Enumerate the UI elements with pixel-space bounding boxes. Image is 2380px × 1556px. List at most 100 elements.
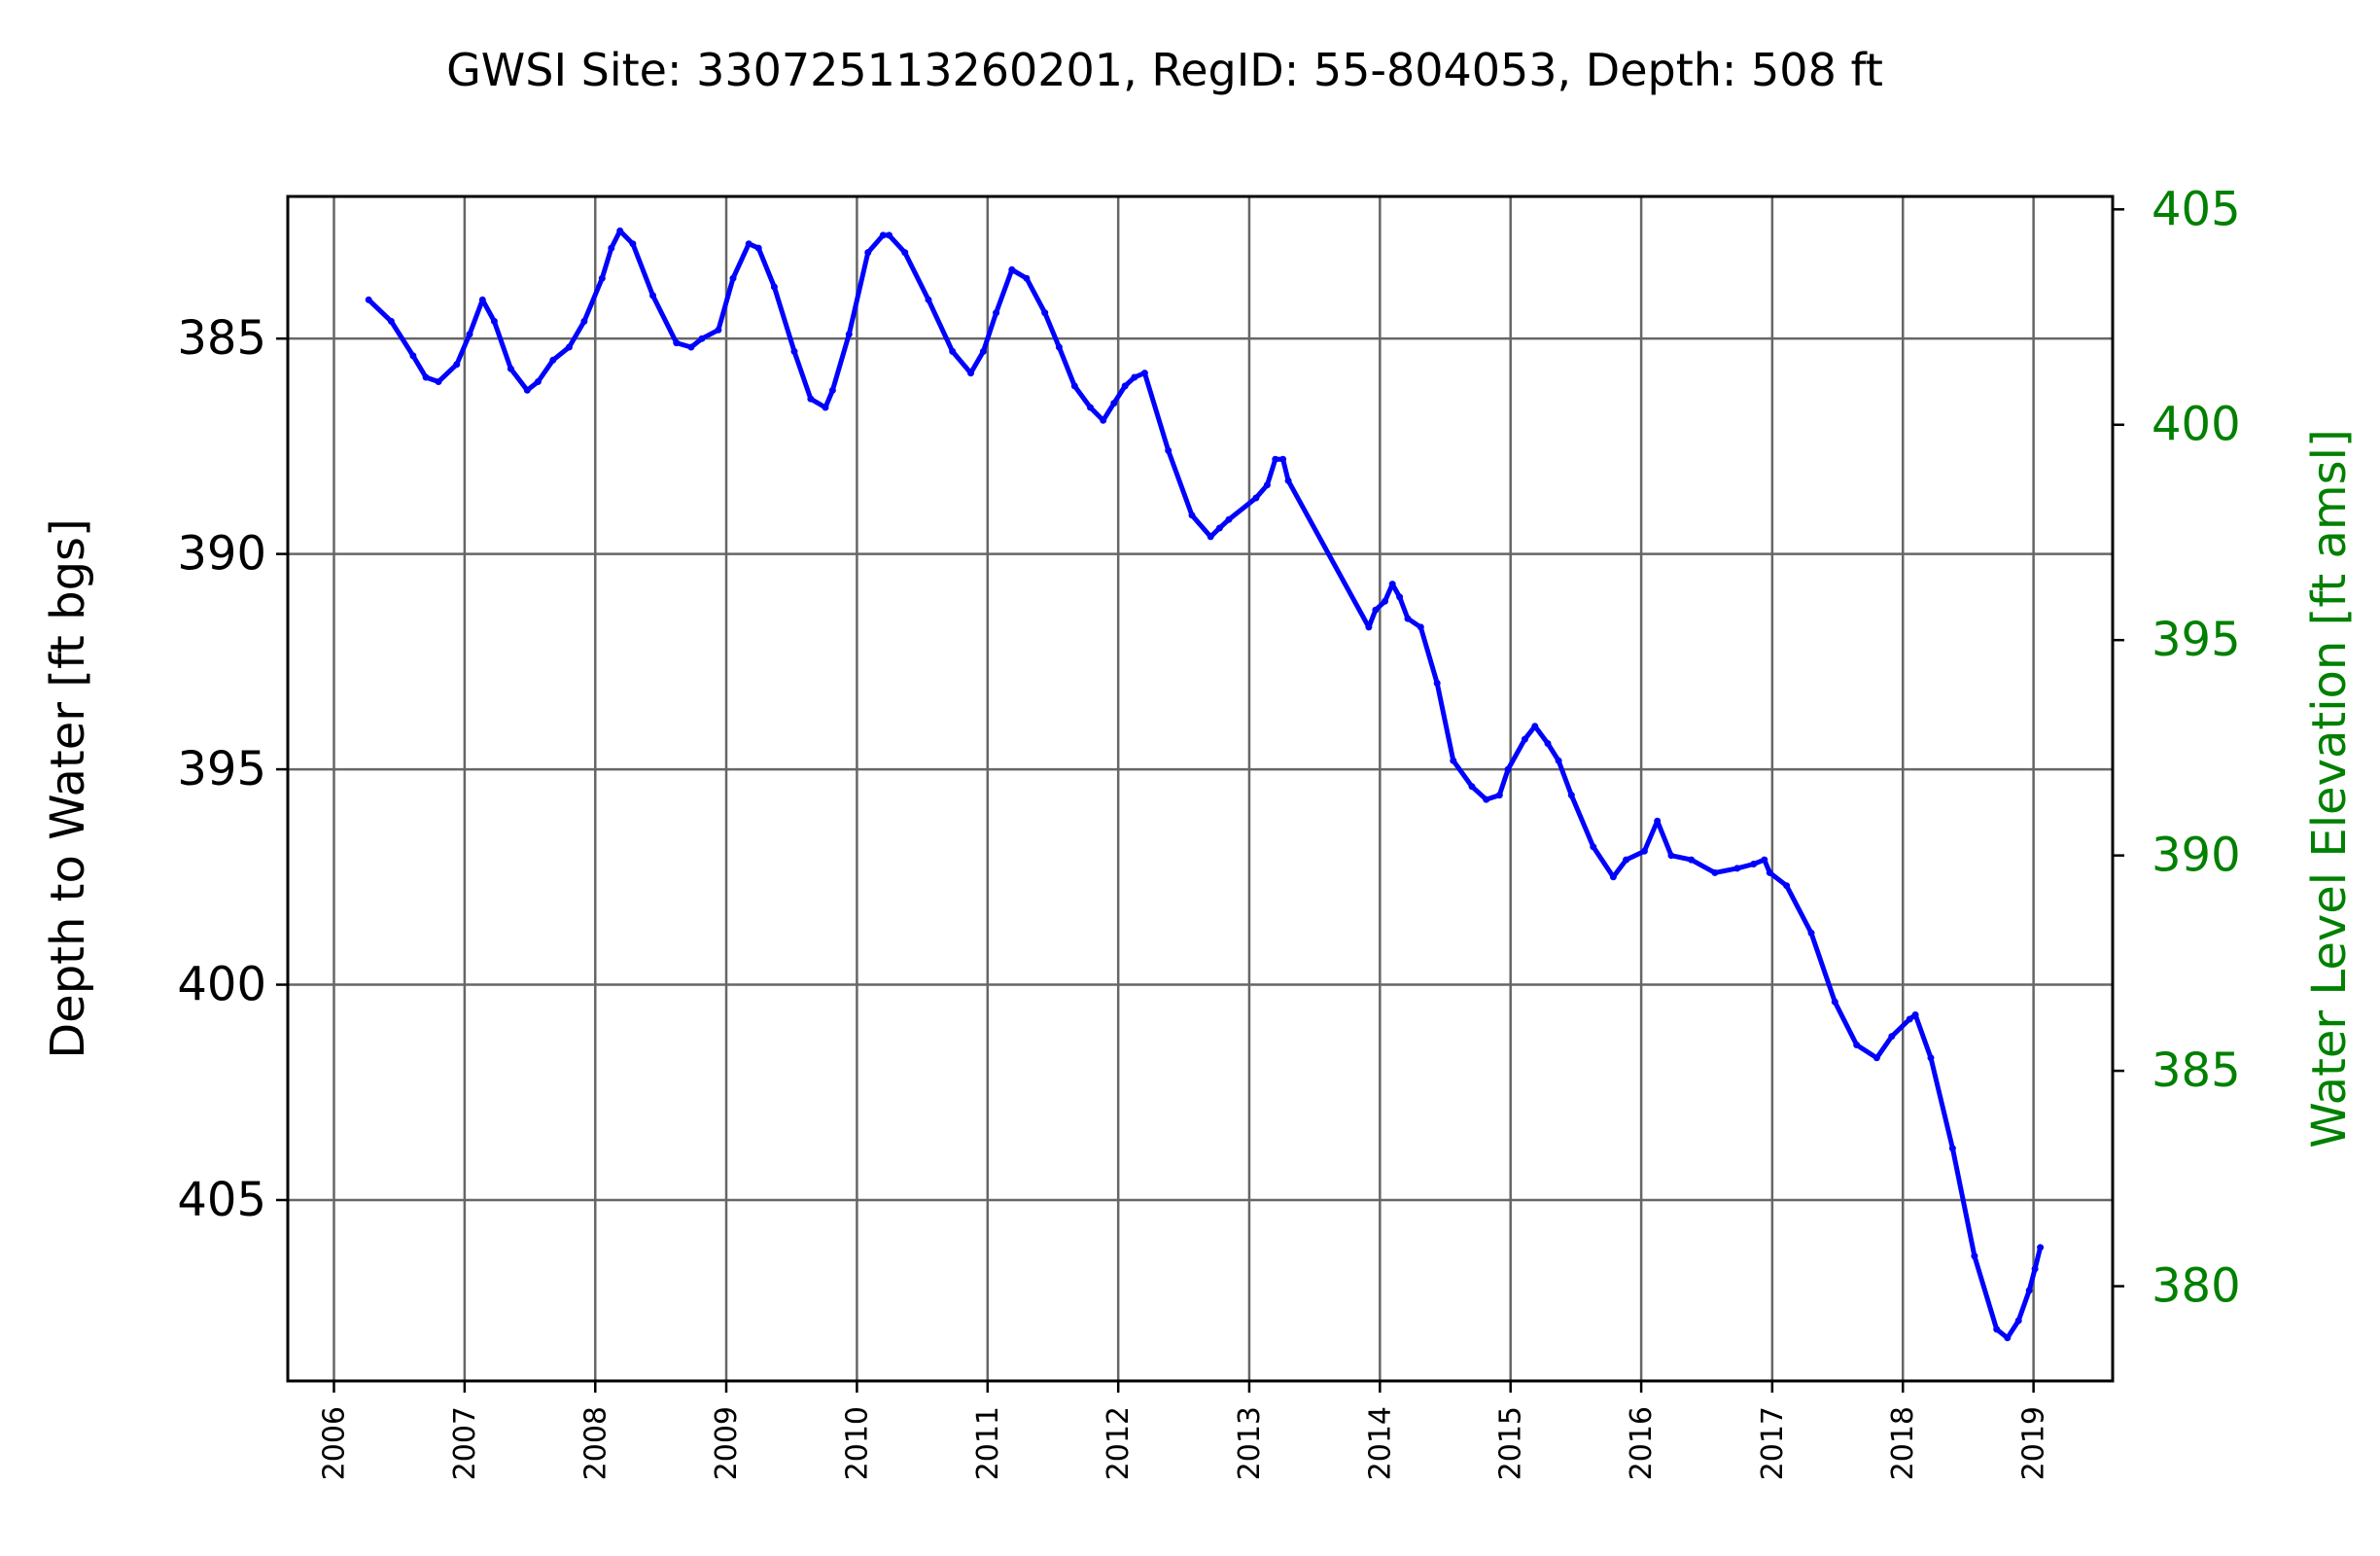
plot-frame bbox=[286, 194, 2115, 1383]
data-point bbox=[1396, 593, 1404, 601]
data-point bbox=[1225, 515, 1233, 523]
data-point bbox=[1971, 1253, 1978, 1260]
x-tick-label-2012: 2012 bbox=[1102, 1406, 1136, 1480]
data-point bbox=[1750, 861, 1758, 867]
data-point bbox=[1372, 606, 1380, 614]
data-point bbox=[754, 244, 762, 252]
x-tick-label-2007: 2007 bbox=[448, 1406, 482, 1480]
data-point bbox=[490, 317, 498, 325]
data-point bbox=[1544, 740, 1552, 747]
data-point bbox=[1121, 382, 1129, 390]
data-point bbox=[822, 404, 829, 411]
data-point bbox=[1688, 856, 1696, 864]
data-point bbox=[649, 292, 656, 300]
data-point bbox=[1567, 792, 1575, 799]
data-point bbox=[1131, 373, 1138, 381]
data-point bbox=[466, 331, 473, 338]
data-point bbox=[608, 244, 615, 252]
x-tick-label-2011: 2011 bbox=[971, 1406, 1005, 1480]
data-point bbox=[1555, 757, 1562, 764]
data-point bbox=[1252, 494, 1260, 502]
data-point bbox=[1761, 856, 1768, 864]
data-point bbox=[745, 240, 752, 248]
x-tick-label-2014: 2014 bbox=[1363, 1406, 1397, 1480]
data-point bbox=[453, 361, 461, 369]
right-y-axis: 380 385 390 395 400 405 bbox=[2113, 182, 2241, 1314]
data-point bbox=[886, 231, 892, 239]
data-point bbox=[1667, 852, 1675, 860]
data-point bbox=[828, 386, 836, 394]
x-tick-label-2013: 2013 bbox=[1233, 1406, 1267, 1480]
data-point bbox=[387, 317, 395, 325]
data-point bbox=[1279, 455, 1287, 463]
left-axis-label: Depth to Water [ft bgs] bbox=[41, 518, 95, 1059]
data-point bbox=[1807, 929, 1815, 937]
data-point bbox=[1733, 865, 1741, 872]
data-point bbox=[435, 378, 442, 385]
data-point bbox=[879, 231, 887, 239]
y-right-tick-label-380: 380 bbox=[2152, 1259, 2241, 1314]
data-point bbox=[715, 326, 722, 334]
x-axis: 2006 2007 2008 2009 2010 2011 2012 2013 2014 2015… bbox=[317, 1381, 2051, 1480]
data-point bbox=[549, 356, 557, 364]
data-point bbox=[1853, 1042, 1861, 1048]
data-point bbox=[1531, 723, 1539, 730]
data-point bbox=[1766, 868, 1773, 876]
y-right-tick-label-395: 395 bbox=[2152, 613, 2241, 667]
grid-lines bbox=[288, 196, 2113, 1381]
series-layer bbox=[365, 227, 2045, 1342]
data-point bbox=[1070, 382, 1078, 390]
data-point bbox=[1188, 512, 1196, 519]
data-point bbox=[1433, 680, 1441, 687]
data-point bbox=[673, 339, 681, 347]
x-tick-label-2018: 2018 bbox=[1886, 1406, 1920, 1480]
y-right-tick-label-390: 390 bbox=[2152, 829, 2241, 883]
x-tick-label-2016: 2016 bbox=[1625, 1406, 1659, 1480]
data-point bbox=[1911, 1011, 1919, 1018]
data-point bbox=[1623, 856, 1630, 864]
data-point bbox=[2004, 1334, 2012, 1342]
data-point bbox=[1388, 581, 1396, 588]
y-right-tick-label-400: 400 bbox=[2152, 398, 2241, 452]
data-point bbox=[925, 296, 932, 303]
data-point bbox=[409, 352, 417, 360]
data-point bbox=[2025, 1287, 2033, 1294]
data-point bbox=[1140, 370, 1148, 377]
x-tick-label-2009: 2009 bbox=[710, 1406, 744, 1480]
data-point bbox=[807, 395, 815, 403]
data-point bbox=[1365, 623, 1373, 631]
data-point bbox=[1504, 765, 1512, 773]
data-point bbox=[1284, 477, 1292, 484]
data-point bbox=[1993, 1326, 2001, 1333]
x-tick-label-2015: 2015 bbox=[1494, 1406, 1528, 1480]
data-point bbox=[790, 347, 798, 355]
data-point bbox=[1417, 623, 1424, 631]
data-point bbox=[2037, 1244, 2045, 1252]
data-point bbox=[1521, 735, 1528, 743]
data-point bbox=[845, 331, 853, 338]
data-point bbox=[1263, 481, 1271, 489]
data-point bbox=[1783, 882, 1791, 890]
left-y-axis: 385 390 395 400 405 bbox=[177, 311, 288, 1227]
x-tick-label-2008: 2008 bbox=[578, 1406, 612, 1480]
data-point bbox=[967, 370, 974, 377]
data-point bbox=[1590, 843, 1597, 851]
data-point bbox=[1654, 817, 1662, 825]
y-right-tick-label-405: 405 bbox=[2152, 182, 2241, 236]
data-point bbox=[478, 296, 486, 303]
y-right-tick-label-385: 385 bbox=[2152, 1043, 2241, 1098]
data-point bbox=[1055, 343, 1063, 351]
data-point bbox=[580, 317, 588, 325]
y-tick-label-405: 405 bbox=[177, 1173, 266, 1227]
data-point bbox=[1872, 1054, 1880, 1062]
data-point bbox=[993, 309, 1000, 317]
data-point bbox=[1711, 868, 1719, 876]
data-point bbox=[2031, 1265, 2039, 1273]
data-point bbox=[1450, 757, 1457, 764]
x-tick-label-2019: 2019 bbox=[2017, 1406, 2051, 1480]
x-tick-label-2006: 2006 bbox=[317, 1406, 351, 1480]
data-point bbox=[1948, 1145, 1956, 1152]
y-tick-label-395: 395 bbox=[177, 742, 266, 796]
